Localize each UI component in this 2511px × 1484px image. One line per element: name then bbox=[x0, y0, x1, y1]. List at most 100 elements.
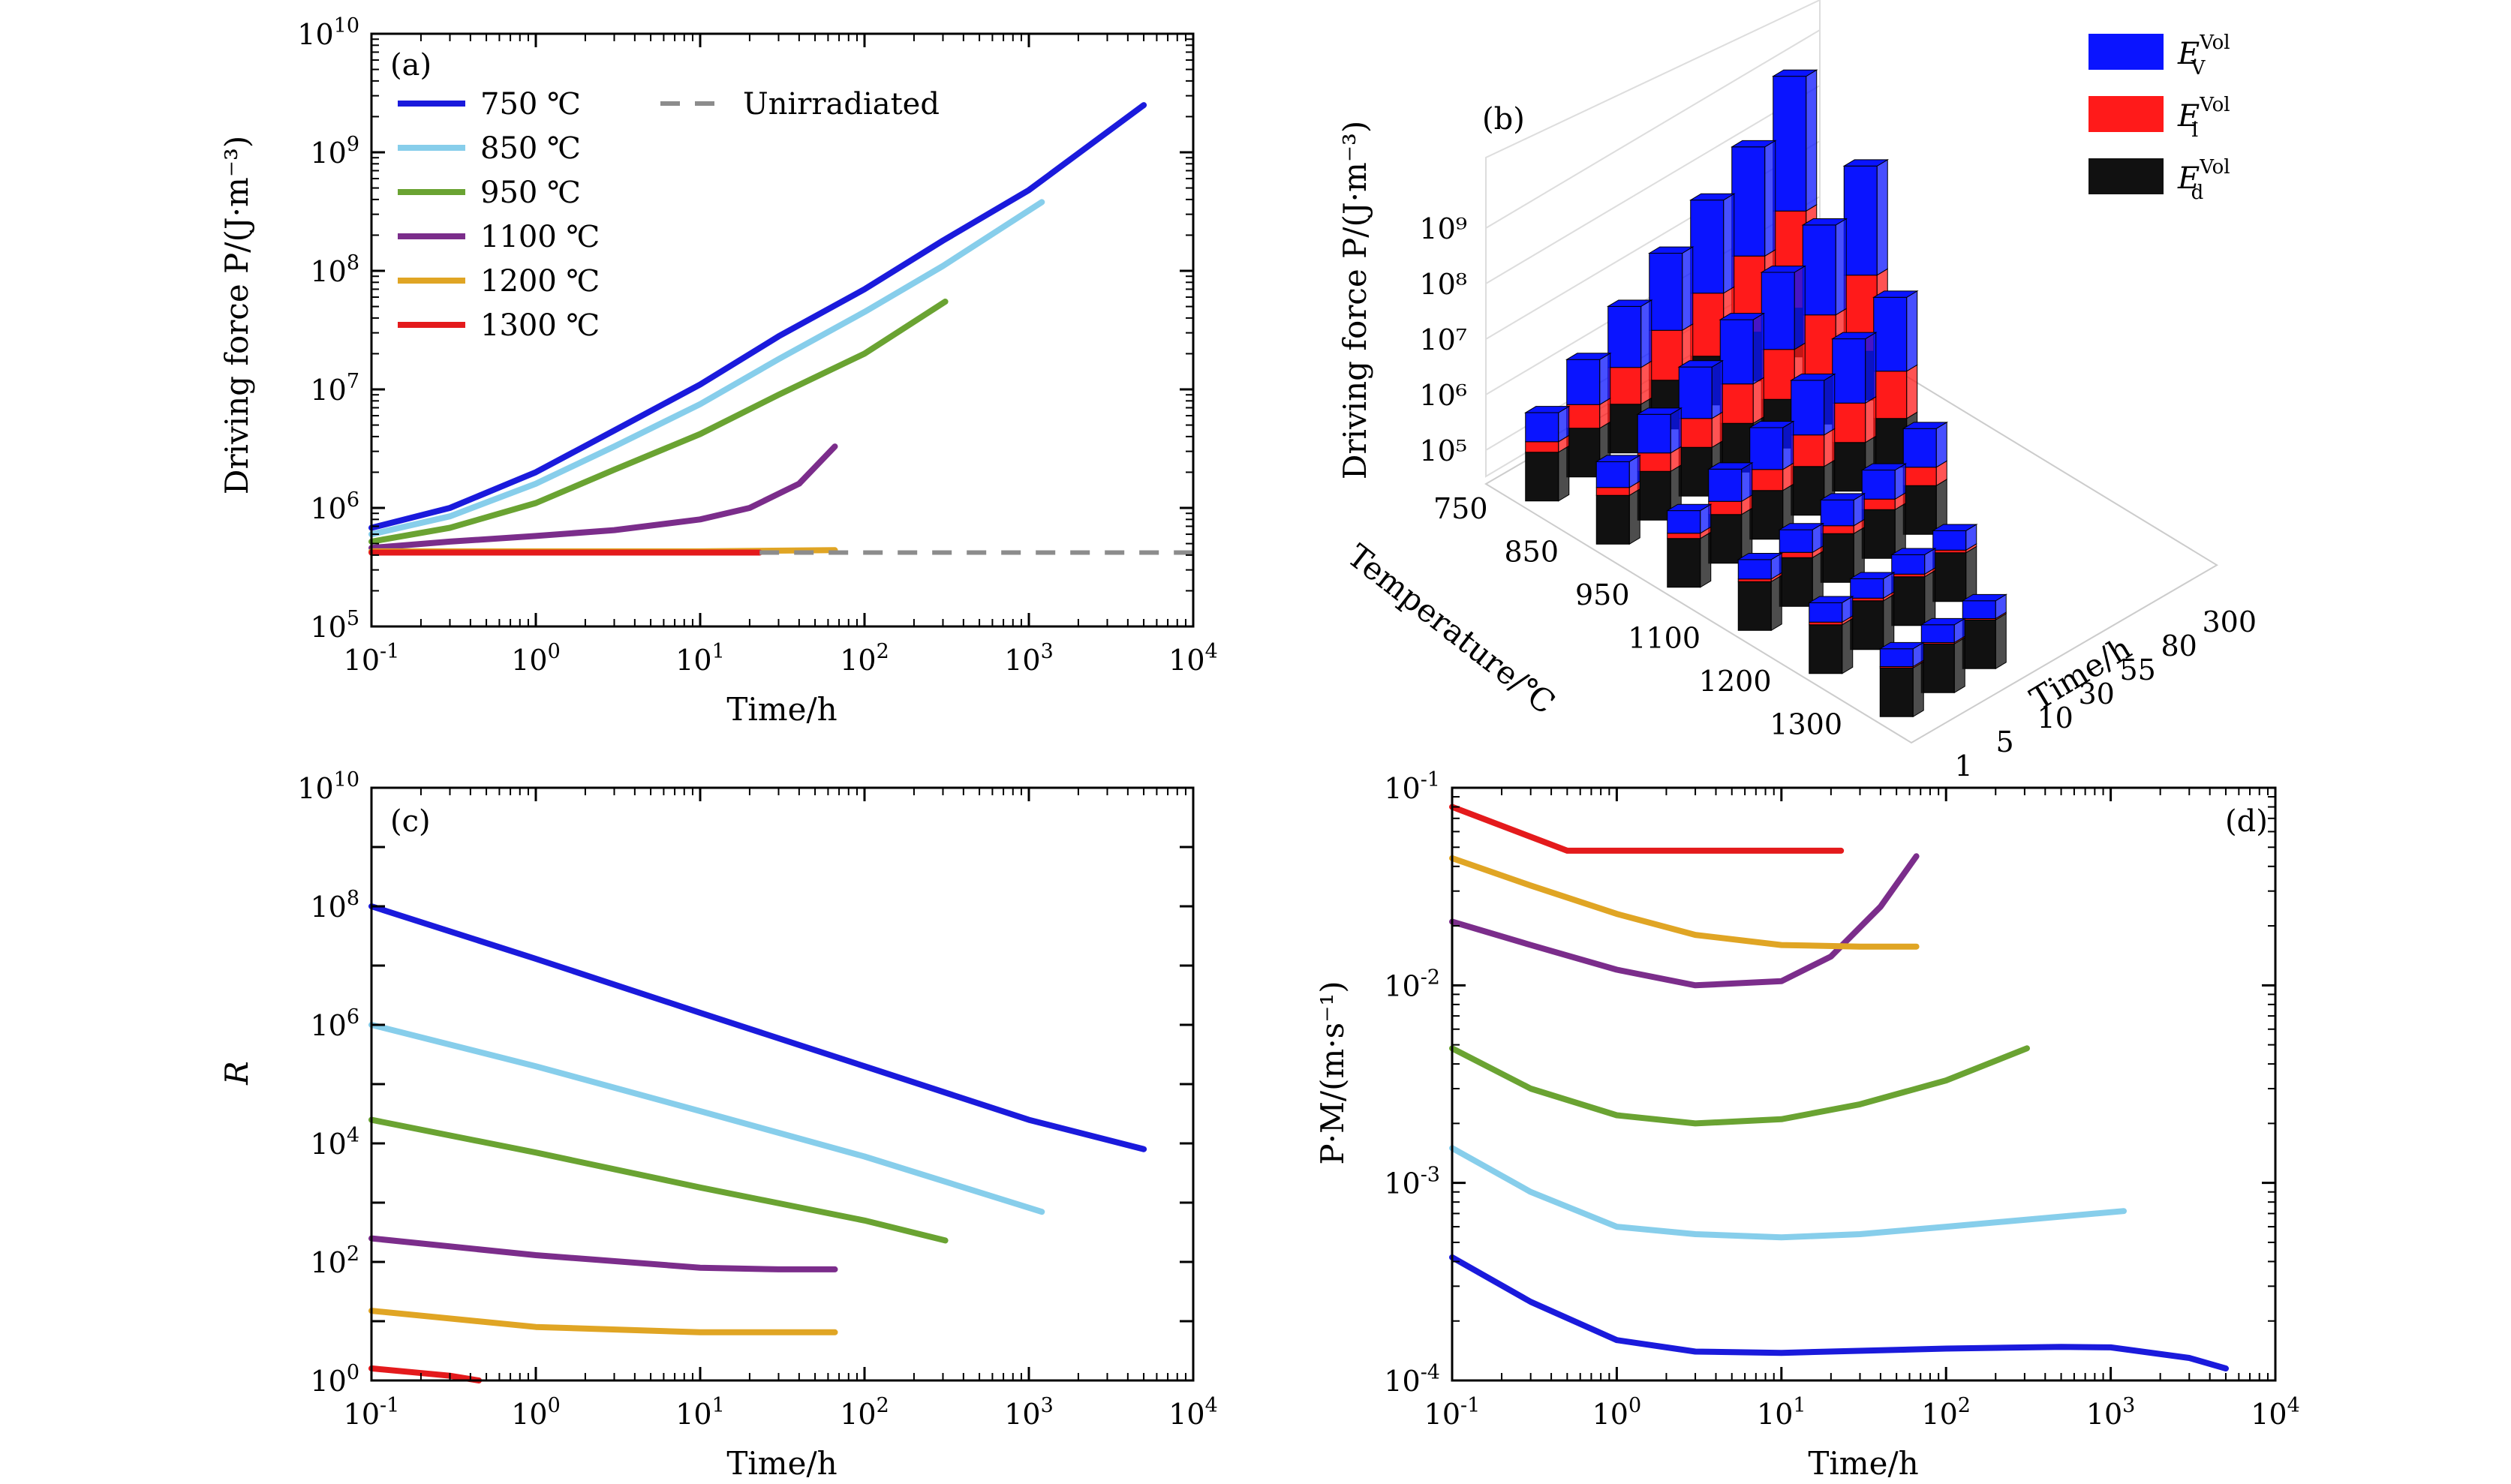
bar-face bbox=[1525, 441, 1559, 453]
series-line-d-1300 bbox=[1449, 804, 1845, 854]
bar-face bbox=[1861, 470, 1896, 500]
x-tick-label-a: 101 bbox=[675, 640, 725, 677]
bar-face bbox=[1832, 402, 1866, 443]
series-line-d-1100 bbox=[1449, 853, 1920, 989]
bar-face bbox=[1737, 578, 1772, 582]
bar-face bbox=[1879, 648, 1914, 667]
bar-face bbox=[1861, 509, 1896, 559]
y-tick-label-a: 108 bbox=[310, 251, 359, 288]
bar-side bbox=[1835, 218, 1847, 316]
bar-side bbox=[1670, 407, 1682, 454]
bar-side bbox=[1770, 574, 1782, 632]
x-tick-label-d: 104 bbox=[2251, 1394, 2300, 1431]
x-tick-label-a: 102 bbox=[840, 640, 889, 677]
bar-face bbox=[1637, 452, 1671, 472]
bar-side bbox=[1752, 377, 1764, 425]
bar-face bbox=[1920, 643, 1955, 693]
y-tick-label-d: 10-4 bbox=[1384, 1361, 1440, 1398]
bar-side bbox=[1865, 395, 1877, 443]
bar-top bbox=[1842, 159, 1890, 167]
x-tick-label-a: 104 bbox=[1168, 640, 1218, 677]
temp-tick-label: 750 bbox=[1433, 492, 1488, 525]
bar-side bbox=[1912, 660, 1924, 718]
bar-face bbox=[1891, 576, 1926, 626]
bar-face bbox=[1566, 404, 1601, 429]
time-tick-label: 55 bbox=[2120, 653, 2156, 686]
bar-top bbox=[1748, 421, 1795, 428]
bar-face bbox=[1802, 314, 1836, 376]
bar-top bbox=[1606, 299, 1653, 307]
bar-face bbox=[1637, 413, 1671, 454]
bar-face bbox=[1809, 602, 1843, 623]
bar-top bbox=[1565, 353, 1612, 360]
bar-side bbox=[1599, 352, 1611, 406]
bar-face bbox=[1595, 487, 1630, 496]
series-line-d-850 bbox=[1449, 1145, 2127, 1241]
bar-side bbox=[1995, 612, 2007, 670]
bar-side bbox=[1924, 569, 1936, 626]
x-tick-label-c: 104 bbox=[1168, 1394, 1218, 1431]
y-tick-label-a: 105 bbox=[310, 607, 359, 644]
y-tick-label-d: 10-1 bbox=[1384, 768, 1440, 805]
bar-face bbox=[1719, 319, 1754, 385]
bar-side bbox=[1824, 373, 1836, 436]
bar-side bbox=[1682, 246, 1694, 332]
bar-top bbox=[1730, 140, 1777, 148]
temp-tick-label: 1200 bbox=[1699, 665, 1772, 698]
y-axis-label-d: P·M/(m·s⁻¹) bbox=[1314, 981, 1351, 1164]
x-axis-label-d: Time/h bbox=[1808, 1445, 1918, 1482]
bar-side bbox=[1906, 290, 1918, 372]
bar-face bbox=[1749, 469, 1784, 491]
x-tick-label-a: 100 bbox=[511, 640, 561, 677]
bar-top bbox=[1819, 493, 1866, 500]
series-line-c-1100 bbox=[368, 1235, 838, 1272]
bar-top bbox=[1737, 552, 1784, 560]
bar-top bbox=[1878, 641, 1926, 650]
bar-face bbox=[1932, 549, 1967, 554]
bar-top bbox=[1760, 266, 1807, 273]
bar-face bbox=[1708, 500, 1743, 515]
bar-top bbox=[1872, 290, 1919, 298]
bar-top bbox=[1890, 548, 1937, 555]
bar-top bbox=[1707, 462, 1754, 470]
series-line-a-1100 bbox=[368, 443, 838, 551]
series-line-d-750 bbox=[1449, 1254, 2229, 1371]
bar-face bbox=[1962, 619, 1996, 669]
legend-swatch-ev bbox=[2088, 34, 2164, 70]
bar-face bbox=[1708, 468, 1743, 502]
y-tick-label-a: 1010 bbox=[297, 14, 359, 51]
bar-face bbox=[1719, 383, 1754, 424]
bar-face bbox=[1749, 490, 1784, 540]
z-tick-label: 10⁵ bbox=[1419, 434, 1467, 467]
bar-face bbox=[1920, 624, 1955, 643]
x-tick-label-c: 101 bbox=[675, 1394, 725, 1431]
series-line-d-950 bbox=[1449, 1045, 2030, 1127]
y-tick-label-c: 102 bbox=[310, 1242, 359, 1279]
bar-side bbox=[1711, 359, 1723, 419]
legend-label-750: 750 ℃ bbox=[480, 87, 581, 122]
series-line-c-950 bbox=[368, 1116, 949, 1244]
bar-face bbox=[1595, 461, 1630, 488]
bar-side bbox=[1628, 488, 1640, 545]
bar-face bbox=[1832, 442, 1866, 492]
bar-side bbox=[1865, 332, 1877, 404]
time-tick-label: 80 bbox=[2161, 629, 2197, 662]
series-line-c-1300 bbox=[368, 1365, 483, 1383]
z-tick-label: 10⁶ bbox=[1419, 379, 1467, 412]
y-tick-label-c: 1010 bbox=[297, 768, 359, 805]
bar-face bbox=[1932, 530, 1967, 551]
panel-label-b: (b) bbox=[1482, 102, 1525, 137]
y-tick-label-c: 100 bbox=[310, 1361, 359, 1398]
z-tick-label: 10⁸ bbox=[1419, 268, 1467, 301]
bar-face bbox=[1649, 329, 1683, 381]
bar-top bbox=[1920, 617, 1967, 626]
bar-top bbox=[1689, 193, 1736, 201]
bar-side bbox=[1700, 531, 1712, 588]
bar-face bbox=[1962, 600, 1996, 619]
plot-frame-d bbox=[1451, 786, 2277, 1382]
bar-side bbox=[1953, 636, 1965, 694]
bar-top bbox=[1789, 373, 1836, 381]
bar-side bbox=[1842, 617, 1854, 674]
bar-top bbox=[1807, 596, 1854, 603]
